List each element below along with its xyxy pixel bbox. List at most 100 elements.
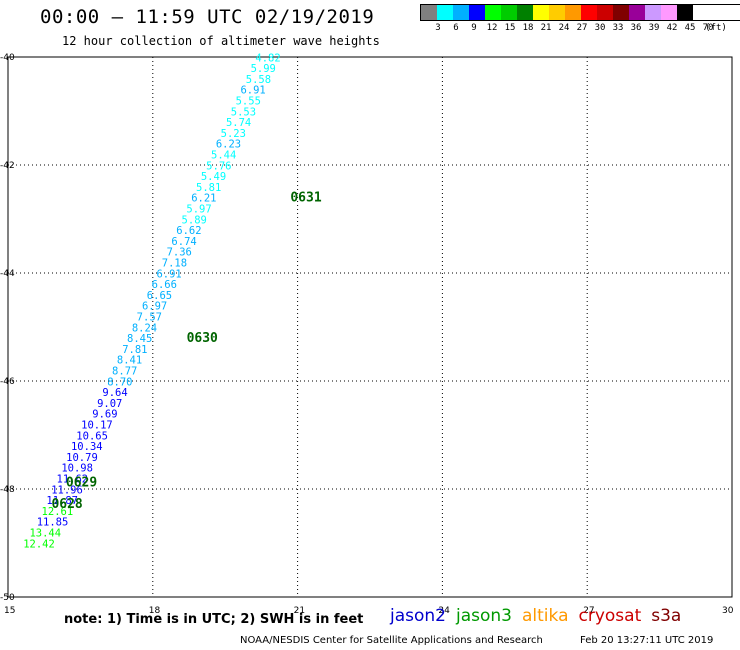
- swh-value: 8.70: [107, 376, 132, 388]
- scale-label: 12: [486, 23, 498, 33]
- swh-value: 5.44: [211, 150, 236, 162]
- pass-time-labels: 0631 0630 0629 0628: [51, 191, 321, 512]
- map-subtitle: 12 hour collection of altimeter wave hei…: [62, 34, 380, 48]
- map-axes: -40 -42 -44 -46 -48 -50 15 18 21 24 27 30: [0, 53, 734, 616]
- pass-time-label: 0630: [187, 331, 218, 346]
- legend-altika: altika: [522, 606, 569, 626]
- swh-value: 11.62: [57, 474, 89, 486]
- swh-value: 5.53: [231, 106, 256, 118]
- scale-swatch: [597, 5, 613, 20]
- scale-label: 70: [702, 23, 714, 33]
- scale-label: 42: [666, 23, 678, 33]
- scale-label: 24: [558, 23, 570, 33]
- scale-swatch: [645, 5, 661, 20]
- lon-label: 15: [4, 606, 15, 616]
- credit-line: NOAA/NESDIS Center for Satellite Applica…: [240, 635, 543, 646]
- swh-value: 6.66: [152, 279, 177, 291]
- map-title: 00:00 – 11:59 UTC 02/19/2019: [40, 6, 375, 28]
- map-grid: [7, 56, 733, 598]
- scale-label: 6: [453, 23, 459, 33]
- swh-value: 5.74: [226, 117, 251, 129]
- swh-value: 4.82: [255, 52, 280, 64]
- swh-value: 12.61: [42, 506, 74, 518]
- pass-time-label: 0629: [66, 475, 97, 490]
- swh-value: 10.98: [61, 463, 93, 475]
- scale-label: 39: [648, 23, 660, 33]
- scale-swatch: [453, 5, 469, 20]
- scale-label: 36: [630, 23, 642, 33]
- scale-label: 18: [522, 23, 534, 33]
- legend-jason2: jason2: [390, 606, 446, 626]
- swh-value: 11.96: [51, 484, 83, 496]
- lon-label: 18: [149, 606, 161, 616]
- swh-value: 11.87: [46, 495, 78, 507]
- lon-label: 27: [583, 606, 594, 616]
- generation-timestamp: Feb 20 13:27:11 UTC 2019: [580, 635, 714, 646]
- swh-value: 5.58: [246, 74, 271, 86]
- scale-swatch: [517, 5, 533, 20]
- legend-cryosat: cryosat: [578, 606, 642, 626]
- scale-swatch: [421, 5, 437, 20]
- scale-swatch: [565, 5, 581, 20]
- scale-label: 33: [612, 23, 624, 33]
- scale-label: (ft): [705, 23, 727, 33]
- swh-value: 6.97: [142, 301, 167, 313]
- map-frame: [7, 56, 733, 598]
- swh-value: 10.65: [76, 430, 108, 442]
- scale-label: 21: [540, 23, 552, 33]
- scale-swatch: [581, 5, 597, 20]
- scale-swatch: [501, 5, 517, 20]
- lat-label: -48: [0, 485, 15, 495]
- swh-value: 11.85: [37, 517, 69, 529]
- scale-swatch: [469, 5, 485, 20]
- lat-label: -42: [0, 161, 15, 171]
- swh-value: 9.69: [92, 409, 117, 421]
- scale-swatch: [629, 5, 645, 20]
- swh-value: 6.23: [216, 139, 241, 151]
- swh-value: 9.07: [97, 398, 122, 410]
- lat-label: -50: [0, 593, 15, 603]
- swh-value: 7.81: [122, 344, 147, 356]
- swh-value: 8.77: [112, 366, 137, 378]
- scale-label: 27: [576, 23, 588, 33]
- lat-label: -40: [0, 53, 15, 63]
- swh-value: 8.45: [127, 333, 152, 345]
- legend-jason3: jason3: [456, 606, 512, 626]
- lat-label: -46: [0, 377, 15, 387]
- swh-value: 12.42: [23, 538, 55, 550]
- swh-value: 7.57: [137, 312, 162, 324]
- scale-swatch: [437, 5, 453, 20]
- swh-value: 5.23: [221, 128, 246, 140]
- scale-swatch: [661, 5, 677, 20]
- swh-value: 9.64: [102, 387, 127, 399]
- swh-value: 7.36: [167, 247, 192, 259]
- swh-value: 6.62: [176, 225, 201, 237]
- swh-value: 8.41: [117, 355, 142, 367]
- swh-value: 10.79: [66, 452, 98, 464]
- scale-label: 45: [684, 23, 696, 33]
- swh-value: 6.65: [147, 290, 172, 302]
- swh-value: 8.24: [132, 322, 157, 334]
- satellite-legend: jason2 jason3 altika cryosat s3a: [390, 606, 681, 626]
- lon-label: 30: [722, 606, 734, 616]
- scale-label: 9: [471, 23, 477, 33]
- swh-value: 6.91: [156, 268, 181, 280]
- pass-time-label: 0628: [51, 497, 82, 512]
- altimeter-track: 4.825.995.586.915.555.535.745.236.235.44…: [23, 52, 280, 550]
- scale-label: 3: [435, 23, 441, 33]
- swh-value: 6.91: [240, 85, 265, 97]
- swh-value: 6.21: [191, 193, 216, 205]
- scale-swatch: [485, 5, 501, 20]
- swh-value: 5.97: [186, 204, 211, 216]
- lon-label: 24: [438, 606, 450, 616]
- scale-swatch: [533, 5, 549, 20]
- swh-value: 13.44: [29, 528, 61, 540]
- swh-value: 10.17: [81, 420, 113, 432]
- color-scale-legend: 3 6 9 12 15 18 21 24 27 30 33 36 39 42 45 70 (ft): [420, 4, 740, 35]
- color-scale-labels: 3 6 9 12 15 18 21 24 27 30 33 36 39 42 45 70 (ft): [420, 21, 740, 35]
- swh-value: 5.99: [251, 63, 276, 75]
- scale-swatch: [549, 5, 565, 20]
- swh-value: 10.34: [71, 441, 103, 453]
- scale-swatch: [613, 5, 629, 20]
